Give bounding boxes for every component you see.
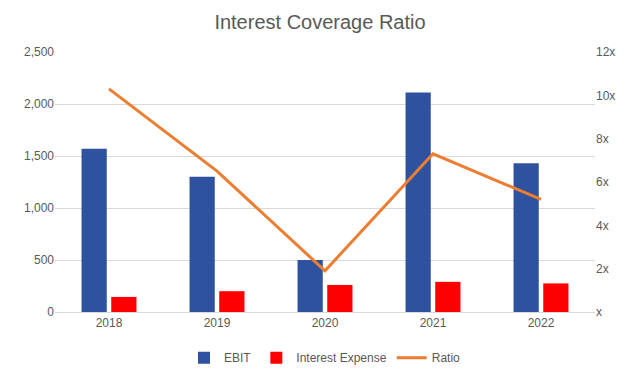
svg-text:6x: 6x [596,175,609,189]
svg-text:2019: 2019 [204,316,231,330]
svg-text:2022: 2022 [528,316,555,330]
svg-text:8x: 8x [596,132,609,146]
svg-text:12x: 12x [596,45,615,59]
svg-text:2x: 2x [596,262,609,276]
svg-text:1,000: 1,000 [24,201,54,215]
svg-text:1,500: 1,500 [24,149,54,163]
svg-text:x: x [596,305,602,319]
svg-text:2,000: 2,000 [24,97,54,111]
svg-text:Interest Expense: Interest Expense [296,351,386,365]
svg-text:EBIT: EBIT [224,351,251,365]
svg-text:500: 500 [34,253,54,267]
svg-text:2018: 2018 [96,316,123,330]
svg-text:2020: 2020 [312,316,339,330]
svg-text:Interest Coverage Ratio: Interest Coverage Ratio [214,11,425,33]
svg-text:10x: 10x [596,89,615,103]
svg-text:0: 0 [47,305,54,319]
svg-text:2,500: 2,500 [24,45,54,59]
svg-text:Ratio: Ratio [432,351,460,365]
svg-text:2021: 2021 [420,316,447,330]
svg-text:4x: 4x [596,219,609,233]
